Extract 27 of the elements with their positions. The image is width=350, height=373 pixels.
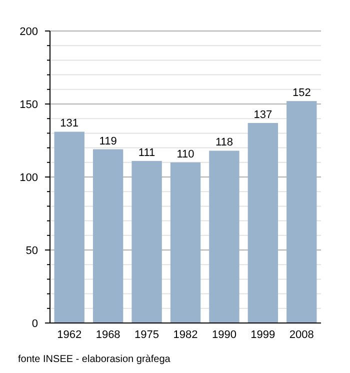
bar (248, 122, 278, 323)
data-label: 118 (215, 136, 233, 149)
data-label: 152 (292, 87, 311, 100)
x-tick-label: 2008 (289, 329, 314, 341)
data-label: 110 (176, 148, 194, 160)
x-tick-label: 1968 (96, 329, 120, 341)
bar (92, 149, 124, 323)
source-note: fonte INSEE - elaborasion gràfega (18, 354, 171, 365)
y-tick-label: 150 (20, 99, 38, 111)
data-label: 137 (254, 108, 272, 121)
bar (132, 160, 162, 323)
data-label: 131 (60, 118, 79, 130)
x-tick-label: 1975 (134, 329, 160, 341)
x-tick-label: 1990 (212, 329, 236, 341)
y-tick-label: 0 (32, 318, 38, 330)
x-tick-label: 1982 (173, 329, 198, 341)
bar (209, 150, 240, 323)
x-tick-label: 1999 (250, 329, 276, 341)
y-tick-label: 200 (20, 26, 38, 38)
data-label: 111 (138, 146, 156, 159)
y-tick-label: 100 (20, 172, 38, 184)
bar (170, 162, 201, 323)
bar (54, 132, 84, 323)
bar (286, 101, 317, 323)
x-tick-label: 1962 (57, 329, 82, 341)
y-tick-label: 50 (26, 245, 38, 257)
data-label: 119 (99, 135, 117, 148)
